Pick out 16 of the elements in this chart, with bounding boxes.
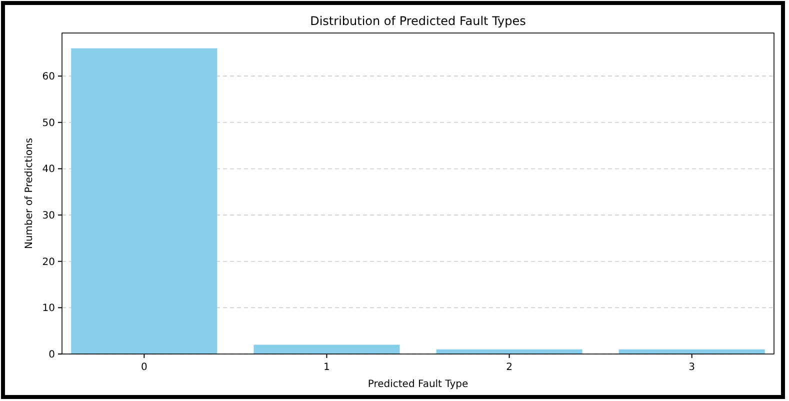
y-tick-label: 20 [42,256,55,268]
x-axis-title: Predicted Fault Type [368,379,468,390]
bar [71,48,218,354]
y-tick-label: 50 [42,118,55,129]
y-tick-label: 10 [42,303,55,314]
chart-title: Distribution of Predicted Fault Types [310,14,526,28]
y-tick-label: 60 [42,72,55,83]
x-tick-label: 1 [324,362,330,373]
y-tick-label: 0 [48,350,55,360]
x-tick-label: 3 [688,362,696,373]
x-tick-label: 0 [140,362,148,373]
bar [254,344,400,354]
y-tick-label: 40 [42,164,55,176]
x-tick-label: 2 [506,362,512,373]
y-axis-title: Number of Predictions [24,138,35,250]
y-tick-label: 30 [42,210,55,222]
